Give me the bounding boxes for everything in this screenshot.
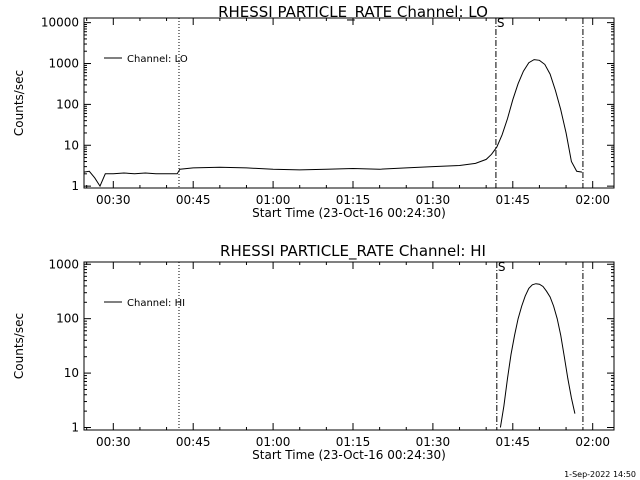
x-axis-label: Start Time (23-Oct-16 00:24:30) xyxy=(252,206,446,220)
series-line xyxy=(83,59,583,188)
x-axis-label: Start Time (23-Oct-16 00:24:30) xyxy=(252,448,446,462)
y-axis-label: Counts/sec xyxy=(12,313,26,379)
marker-label: S xyxy=(498,260,506,274)
x-tick-label: 00:30 xyxy=(96,435,131,449)
plot-frame xyxy=(83,261,615,431)
x-tick-label: 02:00 xyxy=(575,193,610,207)
y-axis-label: Counts/sec xyxy=(12,70,26,136)
x-tick-label: 01:00 xyxy=(256,193,291,207)
panel-hi: RHESSI PARTICLE_RATE Channel: HI 00:30 00:… xyxy=(12,242,615,462)
x-tick-label: 01:15 xyxy=(336,435,371,449)
series-line xyxy=(499,283,576,428)
chart-title: RHESSI PARTICLE_RATE Channel: LO xyxy=(218,3,488,22)
x-tick-label: 01:30 xyxy=(416,193,451,207)
x-tick-label: 00:45 xyxy=(176,193,211,207)
x-tick-label: 01:30 xyxy=(416,435,451,449)
x-tick-label: 01:45 xyxy=(495,193,530,207)
y-tick-label: 1 xyxy=(71,179,79,193)
x-tick-label: 02:00 xyxy=(575,435,610,449)
y-tick-label: 10000 xyxy=(41,16,79,30)
chart-title: RHESSI PARTICLE_RATE Channel: HI xyxy=(220,242,486,261)
legend-label: Channel: HI xyxy=(127,298,185,309)
y-tick-label: 1000 xyxy=(48,257,79,271)
plot-frame xyxy=(83,17,615,189)
footer-timestamp: 1-Sep-2022 14:50 xyxy=(564,470,636,479)
y-tick-label: 10 xyxy=(64,138,79,152)
panel-lo: RHESSI PARTICLE_RATE Channel: LO 00:30 00:… xyxy=(12,3,615,220)
x-tick-label: 01:45 xyxy=(495,435,530,449)
y-tick-label: 1 xyxy=(71,421,79,435)
y-tick-label: 10 xyxy=(64,366,79,380)
y-tick-label: 100 xyxy=(56,312,79,326)
marker-label: S xyxy=(497,16,505,30)
x-tick-label: 00:30 xyxy=(96,193,131,207)
x-tick-label: 01:00 xyxy=(256,435,291,449)
x-tick-label: 00:45 xyxy=(176,435,211,449)
legend-label: Channel: LO xyxy=(127,54,188,65)
x-tick-label: 01:15 xyxy=(336,193,371,207)
y-tick-label: 100 xyxy=(56,97,79,111)
y-tick-label: 1000 xyxy=(48,57,79,71)
